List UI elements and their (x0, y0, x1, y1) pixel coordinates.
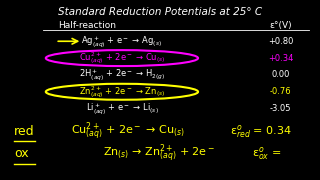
Text: ε$^o_{red}$ = 0.34: ε$^o_{red}$ = 0.34 (230, 123, 292, 140)
Text: +0.34: +0.34 (268, 54, 293, 63)
Text: Zn$_{(s)}$ → Zn$^{2+}_{(aq)}$ + 2e$^-$: Zn$_{(s)}$ → Zn$^{2+}_{(aq)}$ + 2e$^-$ (103, 143, 215, 165)
Text: -3.05: -3.05 (270, 104, 291, 113)
Text: Cu$^{2+}_{(aq)}$ + 2e$^-$ → Cu$_{(s)}$: Cu$^{2+}_{(aq)}$ + 2e$^-$ → Cu$_{(s)}$ (71, 121, 185, 143)
Text: -0.76: -0.76 (270, 87, 291, 96)
Text: Standard Reduction Potentials at 25° C: Standard Reduction Potentials at 25° C (58, 7, 262, 17)
Text: +0.80: +0.80 (268, 37, 293, 46)
Text: Li$^+_{(aq)}$ + e$^-$ → Li$_{(s)}$: Li$^+_{(aq)}$ + e$^-$ → Li$_{(s)}$ (85, 101, 158, 116)
Text: Half-reaction: Half-reaction (58, 21, 116, 30)
Text: ox: ox (14, 147, 29, 160)
Text: ε$^o_{ox}$ =: ε$^o_{ox}$ = (252, 145, 282, 162)
Text: 0.00: 0.00 (271, 70, 290, 79)
Text: Ag$^+_{(aq)}$ + e$^-$ → Ag$_{(s)}$: Ag$^+_{(aq)}$ + e$^-$ → Ag$_{(s)}$ (82, 34, 162, 49)
Text: red: red (14, 125, 35, 138)
Text: Cu$^{2+}_{(aq)}$ + 2e$^-$ → Cu$_{(s)}$: Cu$^{2+}_{(aq)}$ + 2e$^-$ → Cu$_{(s)}$ (79, 50, 165, 66)
Text: 2H$^+_{(aq)}$ + 2e$^-$ → H$_{2(g)}$: 2H$^+_{(aq)}$ + 2e$^-$ → H$_{2(g)}$ (79, 68, 165, 82)
Text: ε°(V): ε°(V) (269, 21, 292, 30)
Text: Zn$^{2+}_{(aq)}$ + 2e$^-$ → Zn$_{(s)}$: Zn$^{2+}_{(aq)}$ + 2e$^-$ → Zn$_{(s)}$ (79, 84, 165, 100)
